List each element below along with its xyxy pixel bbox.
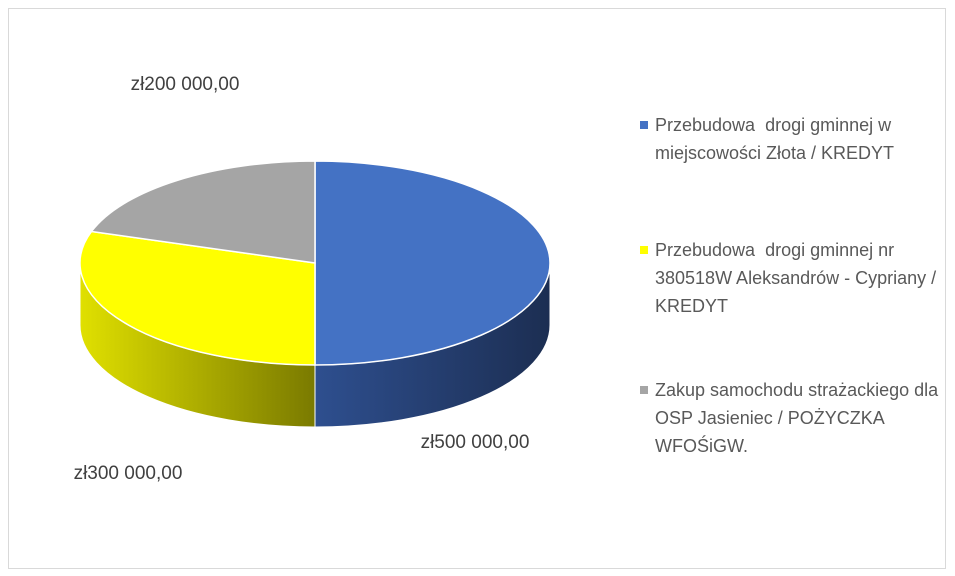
data-label: zł500 000,00 xyxy=(421,432,530,453)
legend-swatch xyxy=(640,386,648,394)
legend-swatch xyxy=(640,121,648,129)
pie-slice xyxy=(79,230,316,366)
data-label: zł300 000,00 xyxy=(74,463,183,484)
pie-slice xyxy=(90,160,316,264)
pie-slice xyxy=(314,160,551,366)
legend-label: Przebudowa drogi gminnej nr 380518W Alek… xyxy=(655,240,942,316)
legend-label: Zakup samochodu strażackiego dla OSP Jas… xyxy=(655,380,944,456)
legend-swatch xyxy=(640,246,648,254)
legend-label: Przebudowa drogi gminnej w miejscowości … xyxy=(655,115,897,163)
data-label: zł200 000,00 xyxy=(131,74,240,95)
